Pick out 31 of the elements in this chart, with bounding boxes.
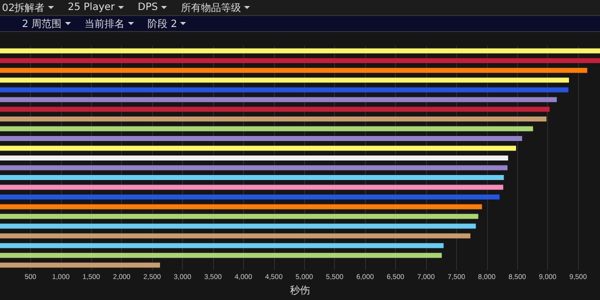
bar bbox=[0, 78, 569, 83]
bar bbox=[0, 68, 588, 73]
bar bbox=[0, 87, 568, 92]
x-axis-title: 秒伤 bbox=[290, 284, 310, 296]
bar bbox=[0, 224, 476, 229]
bar bbox=[0, 214, 478, 219]
bar bbox=[0, 165, 508, 170]
bar bbox=[0, 252, 442, 258]
bar bbox=[0, 116, 546, 122]
bar bbox=[0, 136, 522, 142]
bar bbox=[0, 184, 504, 190]
bar bbox=[0, 126, 534, 132]
bar bbox=[0, 174, 504, 180]
text: 02拆解者 bbox=[2, 2, 45, 14]
bar bbox=[0, 243, 444, 248]
bar bbox=[0, 262, 160, 268]
text: 所有物品等级 bbox=[180, 2, 241, 14]
text: DPS bbox=[138, 2, 158, 13]
bar bbox=[0, 194, 500, 200]
text: 2 周范围 bbox=[22, 18, 62, 30]
text: 25 Player bbox=[68, 2, 115, 13]
bar bbox=[0, 204, 482, 210]
bar bbox=[0, 97, 557, 102]
bar bbox=[0, 58, 600, 64]
bar bbox=[0, 106, 550, 112]
bar bbox=[0, 146, 516, 151]
bar bbox=[0, 48, 600, 54]
bar bbox=[0, 233, 470, 238]
bar bbox=[0, 156, 508, 160]
text: 阶段 2 bbox=[148, 18, 178, 30]
text: 当前排名 bbox=[84, 18, 125, 30]
